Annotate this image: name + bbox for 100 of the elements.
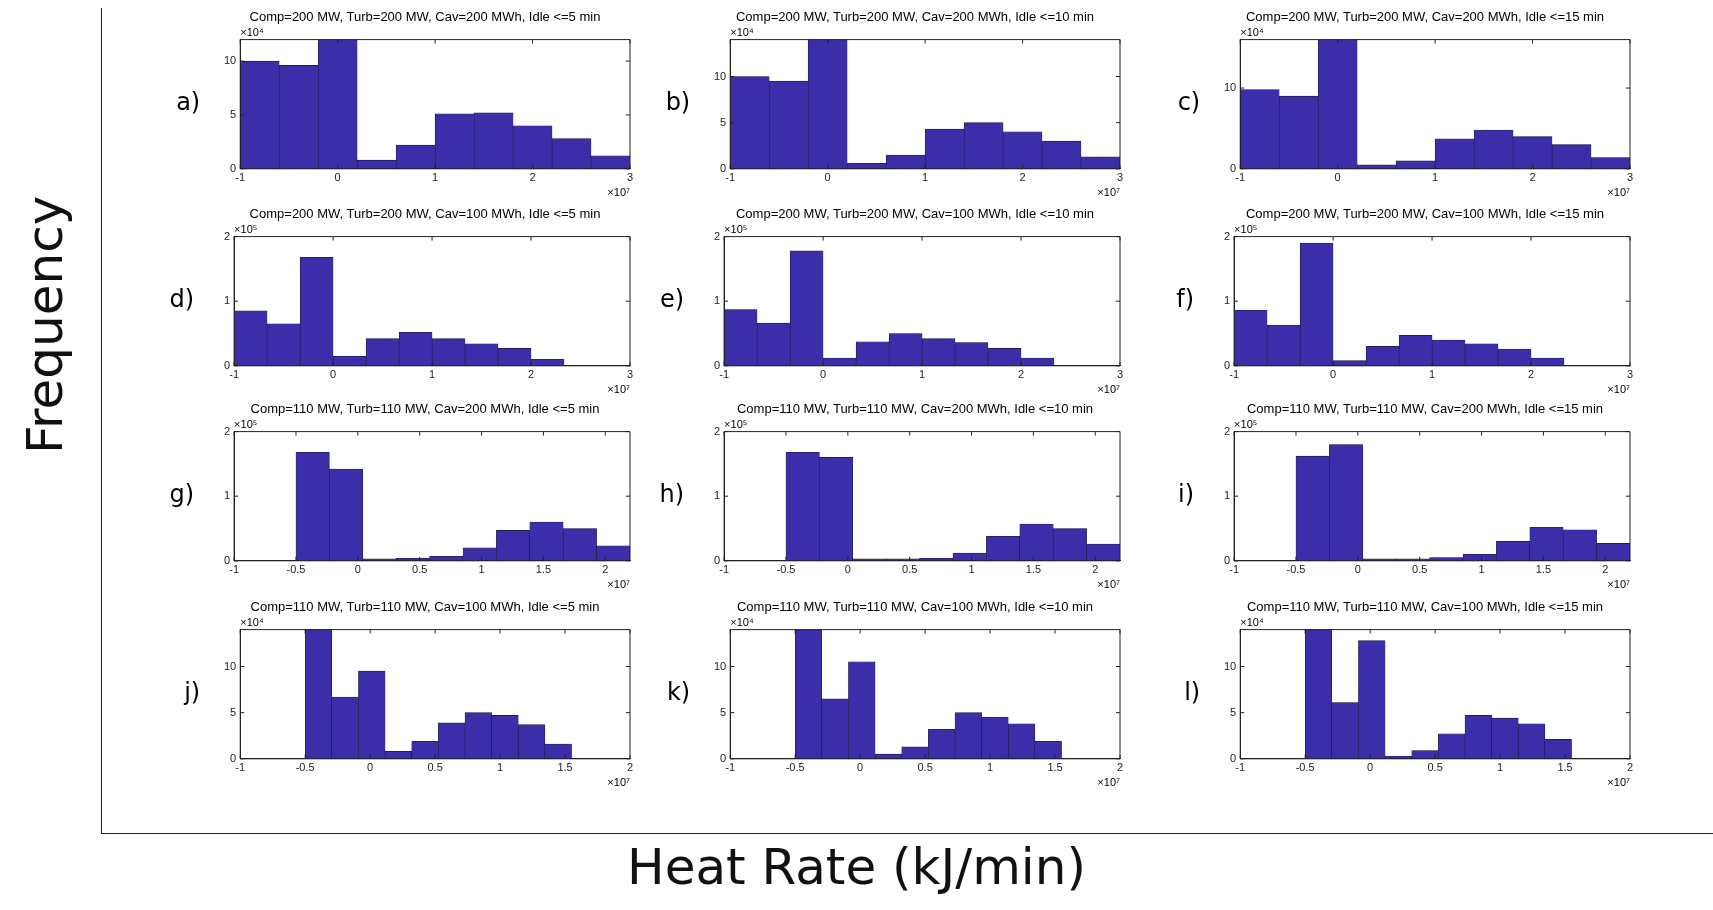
y-tick-label: 2 <box>1223 229 1231 242</box>
y-tick-label: 2 <box>223 229 231 242</box>
x-tick-label: 1 <box>429 368 436 381</box>
x-tick-label: -1 <box>725 171 736 184</box>
text: ×10⁵ <box>234 223 258 236</box>
text: ×10⁷ <box>607 776 631 789</box>
y-tick-label: 0 <box>1223 553 1231 566</box>
text: ×10⁴ <box>240 616 264 629</box>
y-tick-label: 10 <box>223 659 237 672</box>
text: ×10⁵ <box>724 418 748 431</box>
x-tick-label: -0.5 <box>1286 563 1306 576</box>
x-tick-label: -1 <box>725 761 736 774</box>
text: c) <box>1177 88 1201 117</box>
y-tick-label: 10 <box>223 54 237 67</box>
x-tick-label: 3 <box>1116 368 1124 381</box>
x-tick-label: -1 <box>719 368 730 381</box>
y-tick-label: 0 <box>1230 161 1237 174</box>
x-tick-label: 3 <box>1626 171 1634 184</box>
x-tick-label: 1 <box>432 171 439 184</box>
chart-title: Comp=200 MW, Turb=200 MW, Cav=200 MWh, Idle <=15 min <box>1245 9 1605 25</box>
x-tick-label: 0.5 <box>1427 761 1443 774</box>
y-tick-label: 2 <box>223 424 231 437</box>
text: ×10⁷ <box>1097 776 1121 789</box>
x-tick-label: 2 <box>1529 171 1536 184</box>
text: ×10⁴ <box>730 26 754 39</box>
x-tick-label: 2 <box>1116 761 1124 774</box>
text: h) <box>659 480 685 509</box>
text: d) <box>169 285 195 314</box>
x-tick-label: -1 <box>235 171 246 184</box>
x-tick-label: 1.5 <box>1557 761 1573 774</box>
chart-title: Comp=110 MW, Turb=110 MW, Cav=200 MWh, Idle <=5 min <box>250 401 600 417</box>
text: ×10⁷ <box>607 186 631 199</box>
chart-title: Comp=110 MW, Turb=110 MW, Cav=100 MWh, Idle <=5 min <box>250 599 600 615</box>
x-tick-label: 0 <box>857 761 864 774</box>
x-tick-label: -0.5 <box>785 761 805 774</box>
chart-title: Comp=110 MW, Turb=110 MW, Cav=200 MWh, Idle <=10 min <box>736 401 1094 417</box>
x-tick-label: 1 <box>919 368 926 381</box>
text: a) <box>176 88 201 117</box>
x-tick-label: 1 <box>922 171 929 184</box>
y-tick-label: 0 <box>1230 751 1237 764</box>
y-tick-label: 0 <box>223 553 231 566</box>
x-tick-label: 0.5 <box>412 563 428 576</box>
y-axis-title: Frequency <box>16 195 74 454</box>
x-tick-label: 1 <box>968 563 975 576</box>
text: e) <box>659 285 685 314</box>
y-tick-label: 10 <box>713 69 727 82</box>
text: ×10⁷ <box>1607 776 1631 789</box>
x-tick-label: 2 <box>1602 563 1609 576</box>
text: ×10⁷ <box>1097 578 1121 591</box>
x-tick-label: -0.5 <box>1295 761 1315 774</box>
text: ×10⁴ <box>1240 616 1264 629</box>
x-tick-label: 1.5 <box>535 563 552 576</box>
text: b) <box>665 88 691 117</box>
y-tick-label: 0 <box>230 751 237 764</box>
y-tick-label: 10 <box>713 659 727 672</box>
x-tick-label: 0 <box>844 563 851 576</box>
y-tick-label: 5 <box>720 705 727 718</box>
y-tick-label: 1 <box>223 489 231 502</box>
text: ×10⁷ <box>1097 383 1121 396</box>
text: ×10⁷ <box>1097 186 1121 199</box>
chart-title: Comp=110 MW, Turb=110 MW, Cav=200 MWh, Idle <=15 min <box>1246 401 1604 417</box>
y-tick-label: 1 <box>223 294 231 307</box>
text: f) <box>1176 285 1195 314</box>
x-tick-label: 3 <box>626 171 634 184</box>
x-tick-label: 0 <box>367 761 374 774</box>
text: j) <box>183 678 201 707</box>
y-tick-label: 1 <box>713 489 721 502</box>
y-tick-label: 2 <box>1223 424 1231 437</box>
x-tick-label: -1 <box>1229 563 1240 576</box>
x-tick-label: 0 <box>330 368 337 381</box>
x-tick-label: 1.5 <box>1025 563 1042 576</box>
x-tick-label: 0.5 <box>1412 563 1428 576</box>
text: ×10⁷ <box>1607 186 1631 199</box>
y-tick-label: 5 <box>230 705 237 718</box>
y-tick-label: 0 <box>223 358 231 371</box>
y-tick-label: 5 <box>720 115 727 128</box>
y-tick-label: 0 <box>230 161 237 174</box>
y-tick-label: 5 <box>230 108 237 120</box>
y-tick-label: 1 <box>1223 489 1231 502</box>
x-tick-label: 2 <box>527 368 535 381</box>
x-tick-label: 0 <box>820 368 827 381</box>
x-tick-label: 1 <box>987 761 994 774</box>
x-tick-label: 2 <box>529 171 536 184</box>
x-tick-label: -0.5 <box>776 563 796 576</box>
x-tick-label: 0 <box>1330 368 1337 381</box>
x-tick-label: 2 <box>1019 171 1026 184</box>
x-tick-label: 0.5 <box>427 761 443 774</box>
y-tick-label: 5 <box>1230 705 1237 718</box>
text: ×10⁴ <box>1240 26 1264 39</box>
x-tick-label: 0 <box>1334 171 1341 184</box>
x-tick-label: 1 <box>1478 563 1485 576</box>
x-tick-label: 1.5 <box>557 761 573 774</box>
text: ×10⁷ <box>1607 578 1631 591</box>
x-tick-label: 1 <box>478 563 485 576</box>
text: l) <box>1184 678 1201 707</box>
x-tick-label: 2 <box>602 563 609 576</box>
x-tick-label: 3 <box>1626 368 1634 381</box>
text: i) <box>1178 480 1195 509</box>
x-tick-label: -1 <box>235 761 246 774</box>
x-tick-label: 0 <box>334 171 341 184</box>
